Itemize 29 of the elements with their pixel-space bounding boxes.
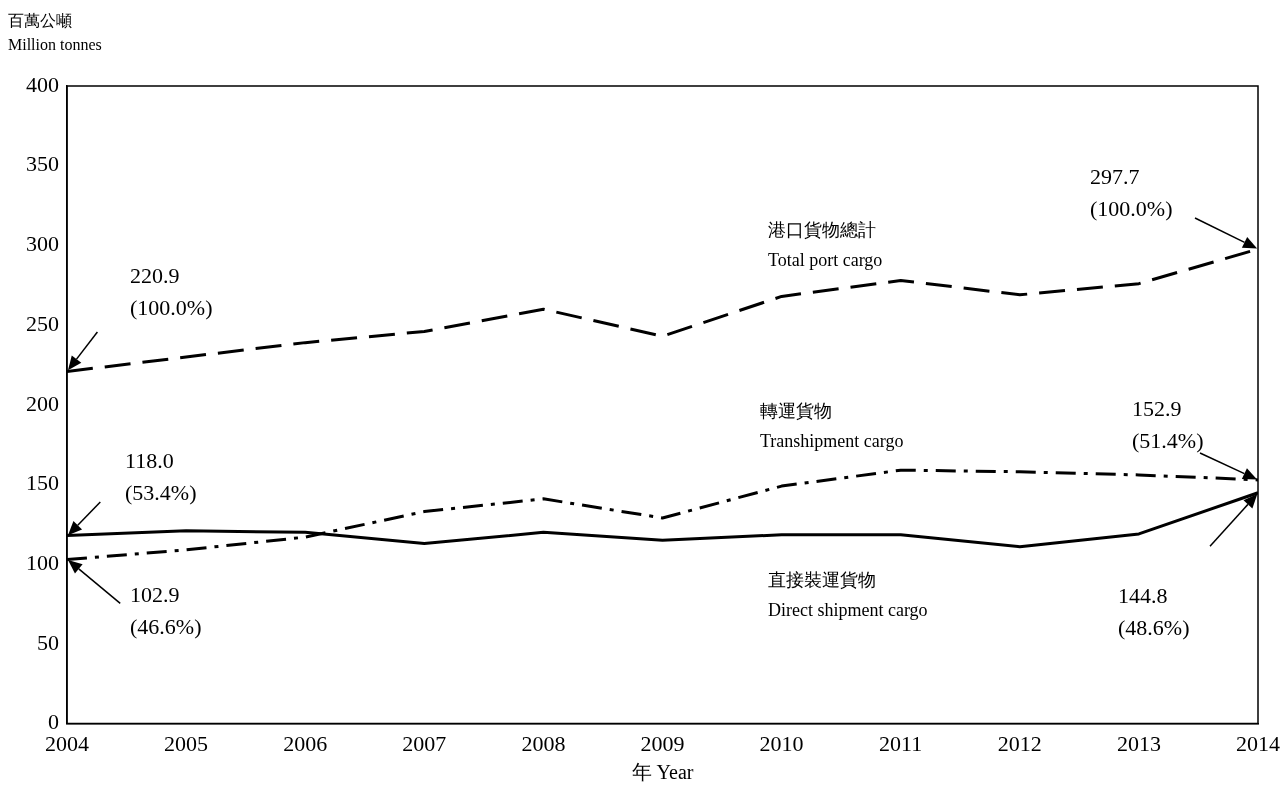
y-tick-label: 350 <box>26 151 59 177</box>
x-tick-label: 2013 <box>1116 730 1161 756</box>
series-label: 直接裝運貨物 Direct shipment cargo <box>768 569 928 620</box>
series-label: 轉運貨物 Transhipment cargo <box>760 400 904 451</box>
x-tick-label: 2011 <box>879 730 923 756</box>
annotation: 144.8 (48.6%) <box>1118 582 1190 640</box>
x-axis-title: 年 Year <box>631 761 694 784</box>
y-tick-label: 200 <box>26 390 59 416</box>
y-tick-label: 300 <box>26 231 59 257</box>
x-tick-label: 2005 <box>164 730 209 756</box>
series-label: 港口貨物總計 Total port cargo <box>768 219 883 270</box>
x-tick-label: 2012 <box>997 730 1042 756</box>
y-tick-label: 400 <box>26 71 59 97</box>
annotation: 297.7 (100.0%) <box>1090 163 1173 221</box>
y-tick-label: 100 <box>26 549 59 575</box>
y-tick-label: 250 <box>26 310 59 336</box>
annotation: 118.0 (53.4%) <box>125 448 197 506</box>
x-tick-label: 2009 <box>640 730 685 756</box>
x-tick-label: 2006 <box>283 730 328 756</box>
annotation: 220.9 (100.0%) <box>130 263 213 321</box>
annotation: 102.9 (46.6%) <box>130 582 202 640</box>
x-tick-label: 2007 <box>402 730 447 756</box>
x-tick-label: 2008 <box>521 730 566 756</box>
y-tick-label: 50 <box>37 629 59 655</box>
x-tick-label: 2010 <box>759 730 804 756</box>
y-axis-title: 百萬公噸 Million tonnes <box>8 12 102 54</box>
y-tick-label: 150 <box>26 470 59 496</box>
annotation: 152.9 (51.4%) <box>1132 395 1204 453</box>
x-tick-label: 2014 <box>1236 730 1280 756</box>
